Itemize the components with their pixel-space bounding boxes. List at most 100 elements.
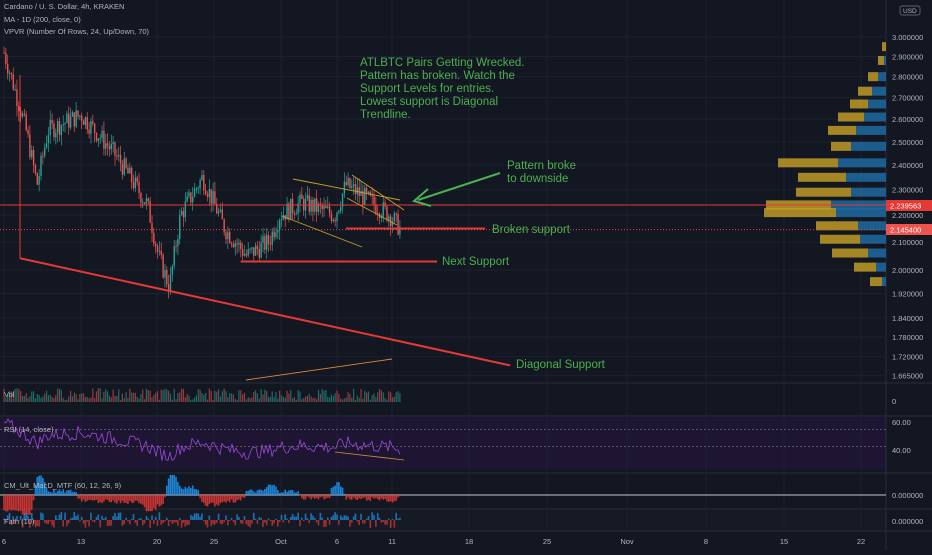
candle-body: [12, 74, 14, 90]
pattern-arrow-head: [411, 188, 432, 207]
volume-bar: [64, 399, 66, 402]
fath-bar: [99, 520, 101, 528]
volume-bar: [390, 392, 392, 402]
candle-body: [365, 187, 368, 194]
price-tick-label: 2.600000: [892, 115, 923, 124]
macd-histogram-bar: [247, 490, 249, 495]
fath-bar: [275, 518, 277, 520]
volume-bar: [164, 388, 166, 402]
candle-body: [143, 202, 146, 204]
candle-body: [34, 164, 37, 174]
volume-bar: [62, 397, 64, 402]
macd-histogram-bar: [217, 495, 220, 506]
time-tick-label: Nov: [620, 537, 634, 546]
fath-bar: [10, 520, 13, 525]
macd-histogram-bar: [199, 495, 201, 499]
macd-histogram-bar: [119, 495, 122, 504]
candle-body: [114, 142, 116, 156]
macd-histogram-bar: [162, 495, 164, 504]
fath-bar: [110, 520, 113, 526]
macd-histogram-bar: [40, 475, 42, 495]
volume-bar: [321, 388, 323, 402]
candle-body: [71, 112, 74, 117]
fath-bar: [184, 520, 187, 527]
time-tick-label: 25: [210, 537, 218, 546]
fath-bar: [267, 518, 270, 520]
currency-box[interactable]: [899, 5, 921, 16]
candle-body: [323, 205, 325, 210]
volume-bar: [179, 392, 181, 402]
candle-body: [19, 111, 22, 117]
fath-bar: [204, 520, 207, 525]
symbol-title[interactable]: Cardano / U. S. Dollar, 4h, KRAKEN: [4, 2, 125, 11]
macd-histogram-bar: [151, 495, 153, 512]
macd-histogram-bar: [382, 495, 385, 500]
volume-bar: [121, 393, 123, 402]
fath-bar: [293, 516, 296, 520]
volume-bar: [266, 390, 268, 402]
fath-bar: [341, 517, 344, 520]
macd-histogram-bar: [184, 486, 187, 495]
fath-bar: [386, 520, 388, 525]
candle-body: [275, 232, 277, 238]
candle-body: [27, 130, 29, 135]
fath-bar: [55, 515, 57, 520]
fath-bar: [193, 513, 196, 520]
candle-body: [208, 189, 211, 197]
fath-bar: [114, 512, 116, 520]
volume-bar: [230, 393, 233, 402]
volume-bar: [338, 393, 340, 402]
time-axis[interactable]: 6 13 20 25 Oct 6 11 18 25 Nov 8 15 22: [2, 537, 865, 546]
macd-histogram-bar: [201, 495, 203, 502]
wedge-lower-line: [346, 197, 398, 226]
candle-body: [266, 235, 268, 250]
price-axis[interactable]: 3.000000 2.900000 2.800000 2.700000 2.600000…: [892, 33, 923, 380]
volume-bar: [238, 390, 240, 402]
time-tick-label: 15: [780, 537, 788, 546]
pattern-broke-line-2: to downside: [507, 173, 568, 185]
fath-bar: [104, 517, 107, 520]
volume-bar: [14, 388, 16, 402]
macd-histogram-bar: [304, 495, 307, 500]
volume-bar: [282, 396, 284, 402]
volume-bar: [184, 397, 186, 402]
fath-bar: [36, 520, 39, 527]
macd-histogram-bar: [34, 485, 37, 495]
fath-bar: [334, 512, 336, 520]
fath-bar: [80, 516, 83, 520]
volume-bar: [330, 394, 333, 402]
ma-indicator-title[interactable]: MA - 1D (200, close, 0): [4, 15, 81, 24]
volume-bar: [271, 391, 273, 402]
fath-bar: [147, 518, 150, 520]
vpvr-down-bar: [831, 141, 851, 151]
volume-bar: [262, 394, 264, 402]
macd-histogram-bar: [106, 495, 109, 500]
candle-body: [134, 177, 137, 189]
macd-histogram-bar: [271, 485, 274, 495]
volume-bar: [75, 394, 77, 402]
candle-body: [110, 144, 112, 150]
volume-bar: [116, 396, 118, 402]
volume-bar: [95, 391, 98, 402]
macd-histogram-bar: [204, 495, 207, 506]
macd-histogram-bar: [310, 495, 312, 500]
volume-bar: [186, 393, 188, 402]
fath-bar: [388, 518, 390, 520]
volume-bar: [118, 389, 120, 402]
vpvr-down-bar: [764, 208, 836, 218]
volume-bar: [182, 389, 185, 402]
volume-bar: [312, 398, 314, 402]
time-tick-label: 22: [857, 537, 865, 546]
drawings[interactable]: [0, 75, 886, 381]
fath-bar: [373, 514, 375, 520]
vpvr-indicator-title[interactable]: VPVR (Number Of Rows, 24, Up/Down, 70): [4, 27, 150, 36]
fath-bar: [14, 520, 16, 523]
rsi-axis-40: 40.00: [892, 446, 911, 455]
fath-bar: [86, 520, 89, 522]
volume-bar: [380, 390, 382, 402]
candle-body: [310, 199, 312, 212]
channel-upper-line: [292, 178, 401, 201]
candle-body: [382, 202, 384, 217]
